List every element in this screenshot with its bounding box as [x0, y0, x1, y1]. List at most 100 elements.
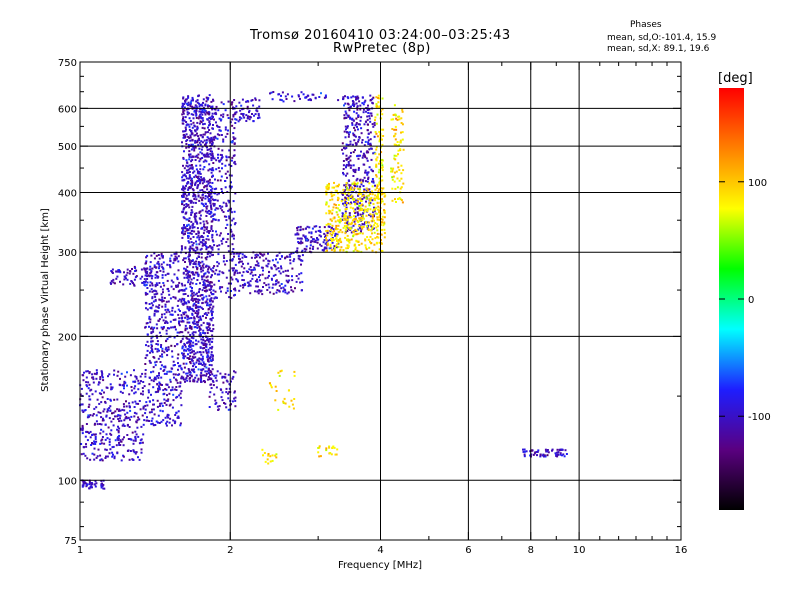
- o-mode-point: [297, 254, 300, 257]
- o-mode-point: [174, 255, 177, 258]
- o-mode-point: [366, 109, 369, 111]
- o-mode-point: [100, 458, 103, 461]
- o-mode-point: [276, 261, 279, 264]
- o-mode-point: [81, 424, 84, 427]
- o-mode-point: [201, 179, 203, 182]
- o-mode-point: [199, 374, 202, 377]
- o-mode-point: [193, 149, 196, 152]
- o-mode-point: [341, 142, 344, 145]
- o-mode-point: [191, 355, 194, 358]
- o-mode-point: [154, 273, 157, 276]
- o-mode-point: [147, 389, 150, 392]
- o-mode-point: [357, 140, 360, 143]
- o-mode-point: [214, 296, 217, 299]
- o-mode-point: [211, 373, 214, 376]
- o-mode-point: [202, 296, 205, 299]
- x-mode-point: [340, 246, 343, 249]
- o-mode-point: [126, 423, 129, 426]
- o-mode-point: [151, 304, 154, 307]
- o-mode-point: [196, 323, 199, 326]
- o-mode-point: [119, 417, 121, 420]
- o-mode-point: [355, 112, 358, 115]
- o-mode-point: [191, 188, 194, 191]
- o-mode-point: [186, 272, 189, 275]
- o-mode-point: [182, 134, 185, 137]
- o-mode-point: [192, 145, 195, 148]
- o-mode-point: [170, 285, 173, 288]
- o-mode-point: [358, 136, 361, 138]
- o-mode-point: [217, 219, 220, 222]
- o-mode-point: [82, 411, 85, 413]
- o-mode-point: [170, 254, 173, 257]
- o-mode-point: [82, 374, 85, 377]
- o-mode-point: [91, 393, 94, 396]
- phase-stats-o: mean, sd,O:-101.4, 15.9: [607, 33, 717, 43]
- o-mode-point: [205, 276, 208, 279]
- o-mode-point: [187, 347, 190, 350]
- x-mode-point: [401, 108, 404, 111]
- o-mode-point: [165, 372, 168, 375]
- o-mode-point: [96, 455, 99, 458]
- o-mode-point: [349, 131, 351, 134]
- o-mode-point: [194, 140, 197, 143]
- x-mode-point: [359, 207, 362, 210]
- o-mode-point: [296, 249, 299, 252]
- o-mode-point: [167, 290, 170, 293]
- o-mode-point: [117, 431, 120, 434]
- o-mode-point: [197, 316, 200, 319]
- o-mode-point: [196, 236, 199, 239]
- o-mode-point: [258, 116, 261, 119]
- o-mode-point: [271, 286, 274, 289]
- o-mode-point: [202, 361, 205, 364]
- o-mode-point: [205, 346, 208, 349]
- o-mode-point: [172, 373, 175, 376]
- o-mode-point: [203, 205, 206, 207]
- o-mode-point: [180, 390, 183, 393]
- o-mode-point: [167, 287, 170, 290]
- o-mode-point: [109, 432, 112, 435]
- o-mode-point: [204, 342, 207, 345]
- o-mode-point: [217, 156, 219, 159]
- o-mode-point: [200, 372, 203, 374]
- o-mode-point: [161, 328, 164, 331]
- o-mode-point: [198, 360, 201, 363]
- o-mode-point: [204, 144, 207, 147]
- o-mode-point: [323, 247, 326, 250]
- o-mode-point: [220, 239, 223, 242]
- o-mode-point: [188, 186, 191, 188]
- o-mode-point: [233, 127, 236, 130]
- x-mode-point: [370, 219, 373, 222]
- o-mode-point: [235, 111, 238, 114]
- o-mode-point: [213, 244, 216, 247]
- o-mode-point: [151, 282, 154, 285]
- o-mode-point: [142, 406, 145, 409]
- x-mode-point: [378, 181, 381, 184]
- o-mode-point: [198, 211, 201, 214]
- o-mode-point: [364, 156, 367, 159]
- o-mode-point: [188, 248, 191, 251]
- x-mode-point: [383, 228, 386, 231]
- o-mode-point: [185, 194, 188, 197]
- o-mode-point: [203, 362, 206, 365]
- o-mode-point: [211, 141, 214, 144]
- o-mode-point: [355, 143, 358, 146]
- o-mode-point: [225, 156, 228, 159]
- x-mode-point: [377, 162, 380, 165]
- o-mode-point: [161, 355, 164, 358]
- x-mode-point: [400, 164, 403, 167]
- o-mode-point: [166, 279, 169, 282]
- o-mode-point: [151, 275, 154, 278]
- o-mode-point: [142, 423, 145, 426]
- o-mode-point: [366, 118, 369, 121]
- o-mode-point: [103, 442, 106, 445]
- o-mode-point: [82, 452, 85, 455]
- o-mode-point: [347, 157, 350, 160]
- o-mode-point: [101, 482, 103, 485]
- o-mode-point: [259, 274, 262, 277]
- o-mode-point: [208, 193, 211, 196]
- o-mode-point: [363, 176, 366, 179]
- o-mode-point: [220, 134, 223, 136]
- o-mode-point: [87, 406, 90, 408]
- o-mode-point: [210, 383, 213, 386]
- o-mode-point: [344, 202, 347, 204]
